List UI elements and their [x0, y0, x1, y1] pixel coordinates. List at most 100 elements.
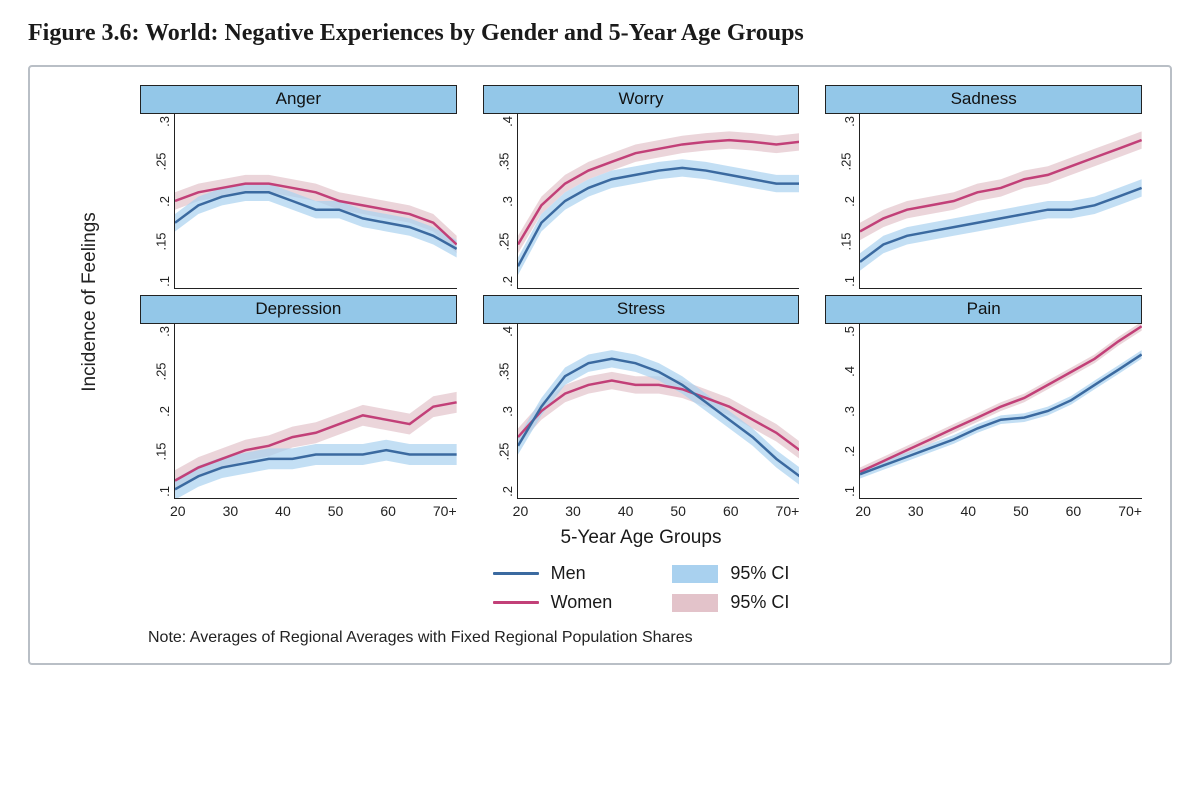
y-ticks: .4.35.3.25.2: [483, 324, 517, 499]
y-tick-label: .3: [157, 116, 172, 127]
y-ticks: .5.4.3.2.1: [825, 324, 859, 499]
x-axis-label: 5-Year Age Groups: [140, 525, 1142, 549]
y-tick-label: .2: [157, 196, 172, 207]
line-chart-svg: [175, 324, 457, 498]
small-multiples-grid: Incidence of Feelings Anger .3 .25 .2 .15 .1 W…: [66, 85, 1142, 647]
line-chart-svg: [860, 324, 1142, 498]
x-tick-label: 20: [170, 503, 186, 519]
y-tick-label: .15: [839, 232, 854, 250]
legend: Men Women 95% CI 95% CI: [140, 555, 1142, 613]
legend-men-ci-label: 95% CI: [730, 563, 789, 584]
x-tick-label: 60: [723, 503, 739, 519]
y-axis-label: Incidence of Feelings: [79, 212, 101, 392]
legend-men-ci-swatch: [672, 565, 718, 583]
y-axis-label-container: Incidence of Feelings: [66, 85, 114, 519]
legend-women: Women: [493, 592, 613, 613]
x-ticks: 20 30 40 50 60 70+: [825, 499, 1142, 519]
line-chart-svg: [175, 114, 457, 288]
y-tick-label: .3: [500, 406, 515, 417]
line-chart-svg: [518, 324, 800, 498]
y-tick-label: .1: [157, 486, 172, 497]
panel-title: Stress: [483, 295, 800, 324]
y-ticks: .3.25.2.15.1: [140, 114, 174, 289]
x-ticks: 203040506070+: [140, 499, 457, 519]
plot-area: [859, 114, 1142, 289]
y-tick-label: .1: [157, 276, 172, 287]
x-tick-label: 70+: [776, 503, 800, 519]
x-tick-label: 50: [1013, 503, 1029, 519]
y-tick-label: .25: [839, 152, 854, 170]
y-tick-label: .4: [500, 326, 515, 337]
panel-plot-wrap: .3 .25 .2 .15 .1: [825, 114, 1142, 289]
x-tick-label: 30: [565, 503, 581, 519]
y-tick-label: .3: [842, 116, 857, 127]
legend-lines-col: Men Women: [493, 563, 613, 613]
legend-women-line-swatch: [493, 601, 539, 604]
panel-title: Sadness: [825, 85, 1142, 114]
x-tick-label: 70+: [1118, 503, 1142, 519]
y-tick-label: .3: [157, 326, 172, 337]
x-tick-label: 40: [618, 503, 634, 519]
x-tick-label: 20: [855, 503, 871, 519]
panel-plot-wrap: .4.35.3.25.2: [483, 324, 800, 499]
x-tick-label: 40: [960, 503, 976, 519]
y-tick-label: .2: [842, 446, 857, 457]
legend-men-line-swatch: [493, 572, 539, 575]
y-tick-label: .25: [496, 232, 511, 250]
x-ticks: 20 30 40 50 60 70+: [483, 499, 800, 519]
y-tick-label: .2: [157, 406, 172, 417]
legend-men-ci: 95% CI: [672, 563, 789, 584]
y-tick-label: .2: [500, 276, 515, 287]
y-tick-label: .35: [496, 362, 511, 380]
y-tick-label: .15: [153, 232, 168, 250]
y-ticks: .3 .25 .2 .15 .1: [140, 324, 174, 499]
panel-container: Incidence of Feelings Anger .3 .25 .2 .15 .1 W…: [28, 65, 1172, 665]
panel-plot-wrap: .4 .35 .3 .25 .2: [483, 114, 800, 289]
legend-women-ci-swatch: [672, 594, 718, 612]
panel-title: Anger: [140, 85, 457, 114]
y-tick-label: .25: [496, 442, 511, 460]
x-tick-label: 50: [670, 503, 686, 519]
panel-title: Worry: [483, 85, 800, 114]
plot-area: [174, 324, 457, 499]
line-chart-svg: [518, 114, 800, 288]
panel-sadness: Sadness .3 .25 .2 .15 .1: [825, 85, 1142, 289]
plot-area: [859, 324, 1142, 499]
men-ci-band: [518, 159, 800, 275]
y-tick-label: .15: [153, 442, 168, 460]
panel-plot-wrap: .5.4.3.2.1: [825, 324, 1142, 499]
line-chart-svg: [860, 114, 1142, 288]
y-tick-label: .4: [842, 366, 857, 377]
y-tick-label: .25: [153, 362, 168, 380]
panel-depression: Depression.3.25.2.15.1203040506070+: [140, 295, 457, 519]
panel-pain: Pain.5.4.3.2.1203040506070+: [825, 295, 1142, 519]
y-tick-label: .4: [500, 116, 515, 127]
plot-area: [517, 324, 800, 499]
y-tick-label: .1: [842, 276, 857, 287]
legend-women-ci: 95% CI: [672, 592, 789, 613]
x-tick-label: 20: [513, 503, 529, 519]
x-tick-label: 60: [1066, 503, 1082, 519]
panel-plot-wrap: .3.25.2.15.1: [140, 114, 457, 289]
legend-women-ci-label: 95% CI: [730, 592, 789, 613]
x-tick-label: 50: [328, 503, 344, 519]
x-tick-label: 70+: [433, 503, 457, 519]
panel-anger: Anger.3.25.2.15.1: [140, 85, 457, 289]
legend-men: Men: [493, 563, 613, 584]
legend-women-label: Women: [551, 592, 613, 613]
y-tick-label: .35: [496, 152, 511, 170]
panel-title: Pain: [825, 295, 1142, 324]
y-tick-label: .2: [842, 196, 857, 207]
plot-area: [174, 114, 457, 289]
x-tick-label: 30: [908, 503, 924, 519]
figure-page: Figure 3.6: World: Negative Experiences …: [0, 0, 1200, 797]
y-tick-label: .3: [842, 406, 857, 417]
panel-worry: Worry .4 .35 .3 .25 .2: [483, 85, 800, 289]
x-tick-label: 30: [223, 503, 239, 519]
panel-title: Depression: [140, 295, 457, 324]
legend-ci-col: 95% CI 95% CI: [672, 563, 789, 613]
plot-area: [517, 114, 800, 289]
y-tick-label: .3: [500, 196, 515, 207]
legend-men-label: Men: [551, 563, 586, 584]
figure-note: Note: Averages of Regional Averages with…: [140, 619, 1142, 647]
